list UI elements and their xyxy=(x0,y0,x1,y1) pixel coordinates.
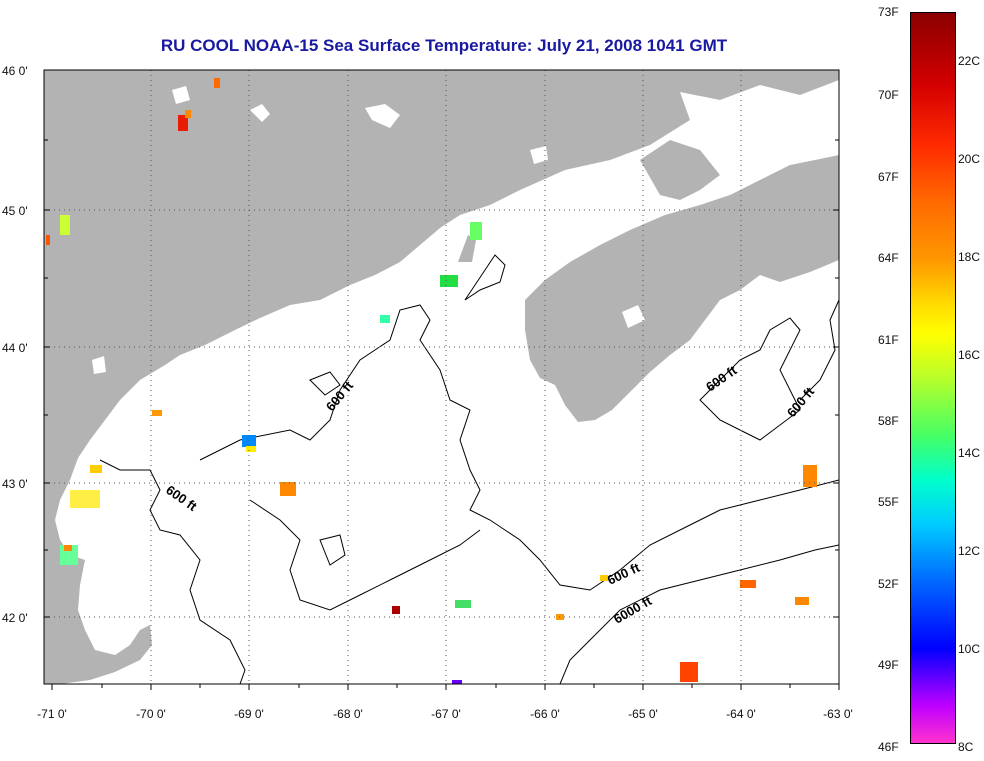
cbar-f-52: 52F xyxy=(878,577,899,591)
land-nova-scotia xyxy=(525,155,839,422)
map-title: RU COOL NOAA-15 Sea Surface Temperature:… xyxy=(160,36,728,55)
lat-label-45: 45 0' xyxy=(2,204,28,218)
lat-label-42: 42 0' xyxy=(2,611,28,625)
tick-marks xyxy=(44,69,840,690)
lake-2 xyxy=(365,104,400,128)
cbar-f-46: 46F xyxy=(878,740,899,754)
cbar-f-49: 49F xyxy=(878,658,899,672)
cbar-c-20: 20C xyxy=(958,152,981,166)
cbar-c-22: 22C xyxy=(958,54,981,68)
lake-5 xyxy=(172,86,190,104)
contours xyxy=(99,254,839,684)
lon-label-71: -71 0' xyxy=(37,707,67,721)
cbar-f-64: 64F xyxy=(878,251,899,265)
contour-600-west xyxy=(99,459,246,684)
contour-600-scotian xyxy=(699,317,801,441)
sst-patches xyxy=(46,78,817,684)
land-grand-manan xyxy=(458,235,476,262)
lat-label-44: 44 0' xyxy=(2,341,28,355)
lon-label-67: -67 0' xyxy=(431,707,461,721)
lon-label-63: -63 0' xyxy=(823,707,853,721)
contour-600-basin xyxy=(199,304,839,591)
lon-label-64: -64 0' xyxy=(726,707,756,721)
colorbar xyxy=(910,12,956,744)
lon-label-65: -65 0' xyxy=(628,707,658,721)
lon-label-66: -66 0' xyxy=(530,707,560,721)
contour-small-2 xyxy=(319,534,346,566)
cbar-f-70: 70F xyxy=(878,88,899,102)
cbar-f-58: 58F xyxy=(878,414,899,428)
lon-label-70: -70 0' xyxy=(136,707,166,721)
map-frame xyxy=(43,69,840,685)
cbar-f-61: 61F xyxy=(878,333,899,347)
lat-label-46: 46 0' xyxy=(2,64,28,78)
land-new-brunswick-coast xyxy=(640,140,720,200)
lake-1 xyxy=(250,104,270,122)
cbar-c-14: 14C xyxy=(958,446,981,460)
cbar-f-67: 67F xyxy=(878,170,899,184)
contour-6000 xyxy=(559,544,839,684)
lon-label-69: -69 0' xyxy=(234,707,264,721)
lon-label-68: -68 0' xyxy=(333,707,363,721)
cbar-f-73: 73F xyxy=(878,5,899,19)
cbar-c-18: 18C xyxy=(958,250,981,264)
cbar-c-8: 8C xyxy=(958,740,974,754)
lake-4 xyxy=(92,356,106,374)
lat-label-43: 43 0' xyxy=(2,477,28,491)
lake-6 xyxy=(530,146,548,164)
contour-600-georges xyxy=(249,499,481,611)
cbar-c-10: 10C xyxy=(958,642,981,656)
land-new-england xyxy=(44,70,839,684)
map-content: 600 ft 600 ft 600 ft 600 ft 600 ft 6000 … xyxy=(44,70,839,684)
cbar-c-16: 16C xyxy=(958,348,981,362)
contour-small-1 xyxy=(309,371,341,396)
contour-fundy-loop xyxy=(464,254,506,301)
contour-600-east xyxy=(799,299,839,401)
cbar-c-12: 12C xyxy=(958,544,981,558)
lake-3 xyxy=(622,305,645,328)
cbar-f-55: 55F xyxy=(878,495,899,509)
